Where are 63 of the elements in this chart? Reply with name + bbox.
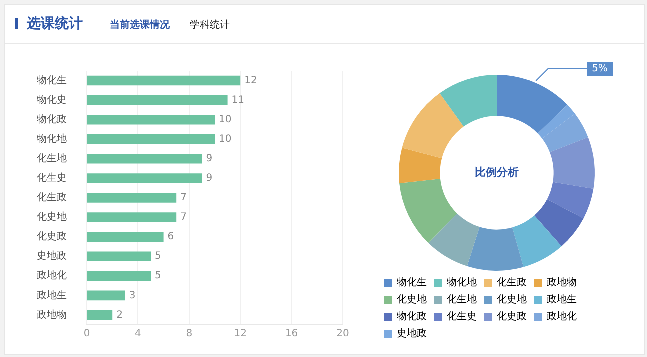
legend-label: 化生史 (447, 310, 477, 323)
data-label: 11 (232, 94, 245, 106)
y-tick-label: 物化政 (37, 113, 67, 126)
bar (88, 232, 164, 242)
data-label: 6 (168, 232, 174, 243)
legend-label: 化生政 (497, 276, 527, 289)
data-label: 12 (244, 75, 258, 86)
bar (88, 212, 177, 222)
bar (88, 310, 113, 320)
bar (88, 271, 151, 282)
text: 比例分析 (475, 166, 519, 179)
text: 5% (592, 64, 608, 75)
y-tick-label: 政地生 (37, 289, 67, 302)
text: 当前选课情况 (110, 18, 170, 32)
data-label: 10 (219, 134, 232, 145)
legend-label: 物化政 (397, 310, 427, 323)
x-tick-label: 8 (186, 328, 193, 340)
legend-label: 政地物 (547, 276, 577, 289)
data-label: 10 (219, 114, 232, 126)
data-label: 9 (206, 154, 213, 165)
bar (88, 193, 177, 203)
bar (88, 154, 202, 164)
bar (88, 290, 126, 301)
y-tick-label: 化史地 (37, 211, 67, 224)
legend-label: 物化地 (447, 276, 477, 289)
data-label: 5 (155, 270, 162, 282)
data-label: 2 (116, 310, 123, 321)
legend-label: 政地化 (547, 310, 577, 323)
x-tick-label: 20 (336, 328, 350, 340)
bar (88, 76, 241, 86)
bar (88, 252, 151, 262)
y-tick-label: 化生政 (37, 192, 67, 204)
text: 学科统计 (190, 18, 230, 32)
y-tick-label: 化生史 (37, 172, 67, 184)
x-tick-label: 16 (285, 328, 298, 340)
legend-label: 史地政 (397, 328, 427, 340)
y-tick-label: 化生地 (37, 152, 67, 165)
bar (88, 95, 228, 106)
y-tick-label: 物化史 (37, 94, 67, 106)
y-tick-label: 化史政 (37, 230, 67, 243)
legend-label: 物化生 (397, 276, 427, 289)
y-tick-label: 物化地 (37, 132, 67, 145)
y-tick-label: 政地化 (37, 270, 67, 282)
data-label: 3 (129, 290, 136, 302)
legend-label: 化史地 (397, 294, 427, 306)
bar (88, 114, 215, 125)
bar (88, 174, 202, 184)
data-label: 7 (180, 192, 187, 204)
chart-title: 选课统计 (27, 15, 83, 33)
bar (88, 134, 215, 144)
data-label: 5 (155, 251, 162, 262)
y-tick-label: 物化生 (37, 74, 67, 86)
legend-label: 政地生 (547, 294, 577, 306)
x-tick-label: 12 (234, 328, 247, 340)
legend-label: 化生地 (447, 294, 477, 306)
legend-label: 化史政 (497, 310, 527, 323)
y-tick-label: 史地政 (37, 250, 67, 262)
y-tick-label: 政地物 (37, 308, 67, 321)
x-tick-label: 0 (84, 328, 90, 340)
data-label: 9 (206, 173, 213, 184)
legend-label: 化史地 (497, 294, 527, 306)
data-label: 7 (180, 212, 187, 224)
x-tick-label: 4 (135, 328, 142, 340)
